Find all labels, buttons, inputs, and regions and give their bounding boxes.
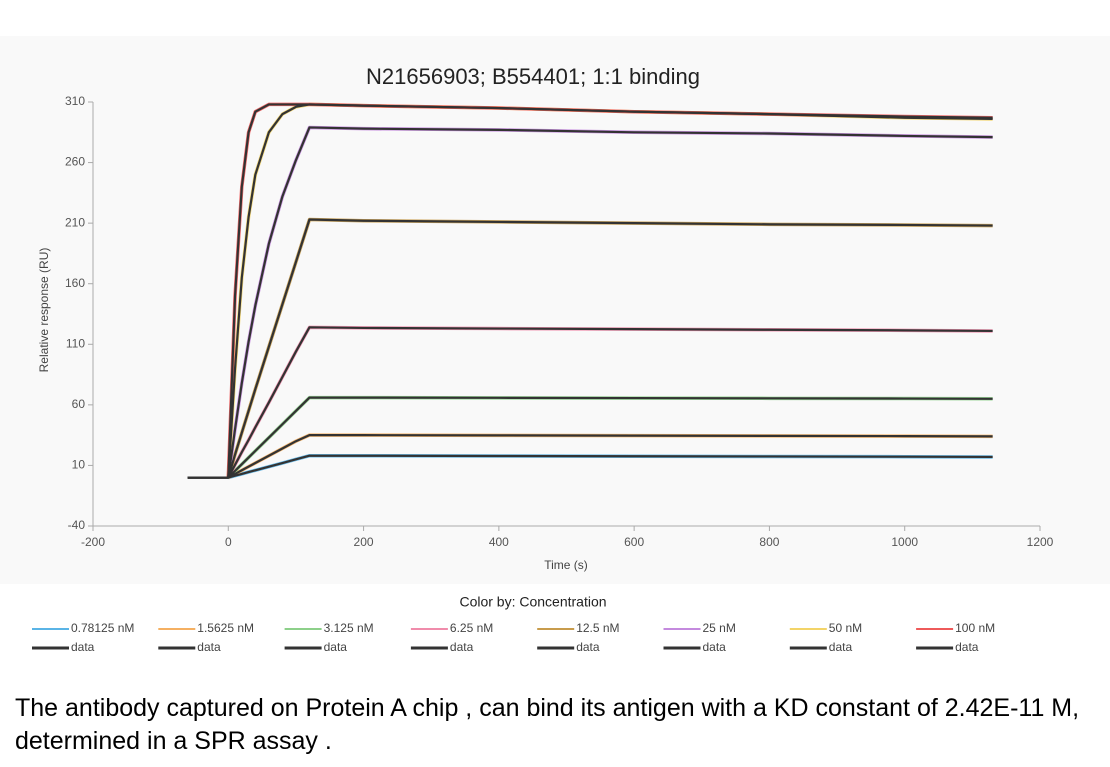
y-tick-label: 310 — [65, 94, 85, 108]
x-tick-label: 400 — [489, 535, 509, 549]
legend-label: data — [450, 640, 474, 654]
legend-label: data — [576, 640, 600, 654]
y-tick-label: 60 — [72, 397, 86, 411]
caption: The antibody captured on Protein A chip … — [15, 694, 1080, 755]
legend-label: 50 nM — [829, 621, 862, 635]
y-tick-label: 110 — [66, 336, 85, 350]
legend-label: 100 nM — [955, 621, 995, 635]
x-tick-label: 200 — [354, 535, 374, 549]
legend-label: 6.25 nM — [450, 621, 493, 635]
chart: N21656903; B554401; 1:1 binding Time (s)… — [0, 36, 1110, 655]
legend-label: data — [324, 640, 348, 654]
legend-label: data — [829, 640, 853, 654]
y-tick-label: 160 — [65, 276, 85, 290]
y-tick-label: 210 — [65, 215, 85, 229]
chart-background — [0, 36, 1110, 584]
x-tick-label: 0 — [225, 535, 232, 549]
x-tick-label: 600 — [624, 535, 644, 549]
chart-title: N21656903; B554401; 1:1 binding — [366, 64, 700, 89]
legend-title: Color by: Concentration — [459, 594, 606, 610]
y-axis-label: Relative response (RU) — [37, 248, 51, 373]
x-tick-label: 800 — [759, 535, 779, 549]
y-tick-label: 10 — [72, 458, 86, 472]
legend-label: 25 nM — [703, 621, 736, 635]
legend-label: 0.78125 nM — [71, 621, 134, 635]
x-axis-label: Time (s) — [544, 558, 588, 572]
legend-label: data — [955, 640, 979, 654]
legend-label: 3.125 nM — [324, 621, 374, 635]
x-tick-label: -200 — [81, 535, 105, 549]
y-tick-label: 260 — [65, 155, 85, 169]
legend-label: data — [703, 640, 727, 654]
legend-label: 12.5 nM — [576, 621, 619, 635]
legend-label: data — [71, 640, 95, 654]
legend-label: 1.5625 nM — [197, 621, 254, 635]
y-tick-label: -40 — [68, 518, 86, 532]
x-tick-label: 1000 — [891, 535, 918, 549]
x-tick-label: 1200 — [1027, 535, 1054, 549]
data-line — [187, 103, 993, 479]
legend-label: data — [197, 640, 221, 654]
